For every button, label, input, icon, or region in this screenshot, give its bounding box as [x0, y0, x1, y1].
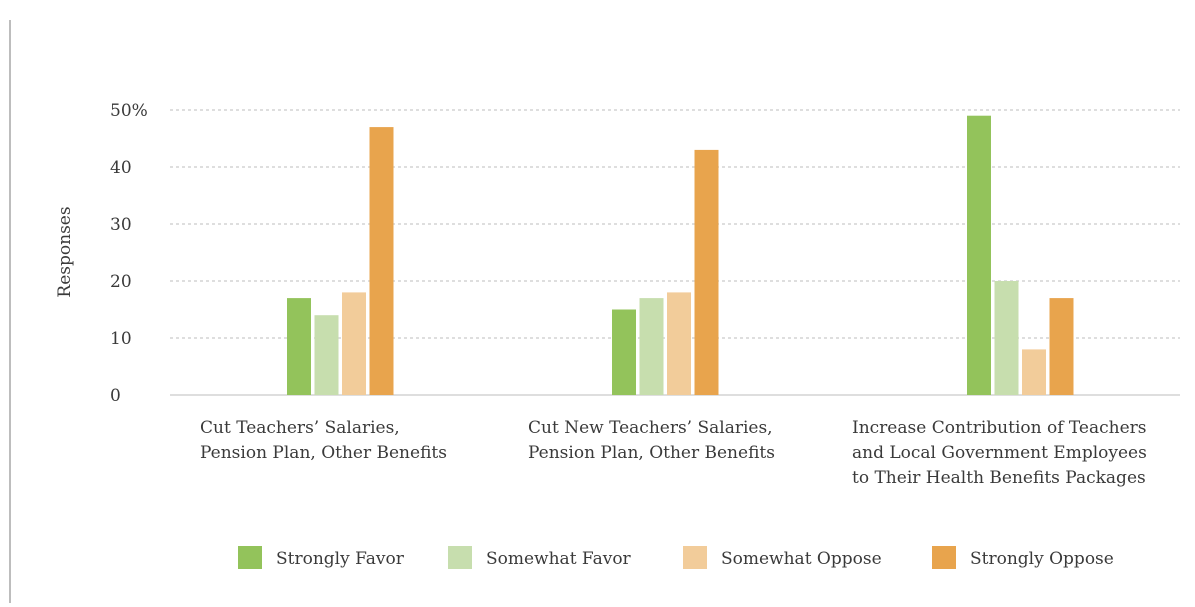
legend-label: Strongly Oppose	[970, 549, 1114, 569]
y-tick-label: 50%	[110, 101, 148, 121]
y-tick-label: 30	[110, 215, 132, 235]
y-tick-labels: 0 10 20 30 40 50%	[110, 101, 148, 406]
bar	[994, 281, 1019, 395]
category-label: Cut New Teachers’ Salaries, Pension Plan,…	[528, 418, 775, 463]
bar	[1049, 298, 1074, 395]
y-tick-label: 10	[110, 329, 132, 349]
category-label: Increase Contribution of Teachers and Loc…	[852, 418, 1147, 488]
legend-swatch	[448, 546, 472, 569]
y-axis-label: Responses	[55, 206, 75, 297]
bars-layer	[287, 115, 1074, 395]
bar	[612, 309, 636, 395]
category-labels: Cut Teachers’ Salaries, Pension Plan, Oth…	[200, 418, 1147, 488]
y-tick-label: 20	[110, 272, 132, 292]
legend-swatch	[683, 546, 707, 569]
y-tick-label: 0	[110, 386, 121, 406]
category-label: Cut Teachers’ Salaries, Pension Plan, Oth…	[200, 418, 447, 463]
bar	[667, 292, 691, 395]
legend: Strongly Favor Somewhat Favor Somewhat Opp…	[238, 546, 1114, 569]
bar	[342, 292, 366, 395]
bar	[287, 298, 311, 395]
bar	[369, 127, 394, 395]
legend-label: Strongly Favor	[276, 549, 405, 569]
legend-label: Somewhat Favor	[486, 549, 632, 569]
bar	[967, 115, 991, 395]
bar	[314, 315, 339, 395]
bar	[1022, 349, 1046, 395]
legend-label: Somewhat Oppose	[721, 549, 882, 569]
left-border-rule	[9, 20, 11, 603]
legend-swatch	[238, 546, 262, 569]
bar	[639, 298, 664, 395]
legend-swatch	[932, 546, 956, 569]
y-tick-label: 40	[110, 158, 132, 178]
bar	[694, 149, 719, 395]
